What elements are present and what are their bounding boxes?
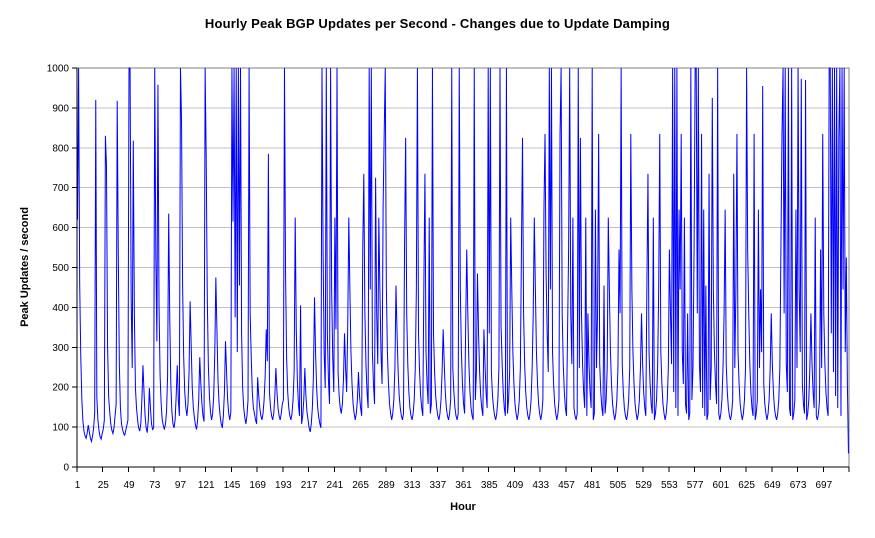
x-tick-label: 145 [224,480,241,491]
x-tick-label: 457 [558,480,575,491]
x-axis-title: Hour [450,501,476,513]
x-tick-label: 481 [584,480,601,491]
x-tick-label: 193 [275,480,292,491]
x-tick-label: 529 [635,480,652,491]
x-tick-label: 73 [149,480,161,491]
x-tick-label: 385 [481,480,498,491]
chart-title: Hourly Peak BGP Updates per Second - Cha… [204,16,671,31]
x-tick-label: 577 [687,480,704,491]
y-tick-label: 600 [52,223,69,234]
x-tick-label: 409 [507,480,524,491]
y-tick-label: 700 [52,183,69,194]
x-tick-label: 289 [378,480,395,491]
y-tick-label: 900 [52,103,69,114]
x-tick-label: 25 [98,480,110,491]
x-tick-label: 649 [764,480,781,491]
x-tick-label: 265 [352,480,369,491]
x-tick-label: 505 [610,480,627,491]
x-tick-label: 601 [713,480,730,491]
x-tick-label: 313 [404,480,421,491]
x-tick-label: 241 [327,480,344,491]
y-tick-label: 1000 [47,64,70,75]
x-tick-label: 697 [815,480,832,491]
x-tick-label: 433 [532,480,549,491]
y-tick-label: 300 [52,343,69,354]
y-tick-label: 400 [52,303,69,314]
x-tick-label: 361 [455,480,472,491]
y-tick-label: 500 [52,263,69,274]
x-tick-label: 49 [123,480,135,491]
x-tick-label: 121 [198,480,215,491]
y-tick-label: 100 [52,423,69,434]
x-tick-label: 625 [738,480,755,491]
x-tick-label: 1 [75,480,81,491]
x-tick-label: 673 [790,480,807,491]
y-tick-label: 0 [63,463,69,474]
y-tick-label: 800 [52,143,69,154]
x-tick-label: 553 [661,480,678,491]
x-tick-label: 217 [301,480,318,491]
x-tick-label: 97 [175,480,187,491]
x-tick-label: 337 [429,480,446,491]
data-series-line [77,67,849,454]
x-tick-label: 169 [249,480,266,491]
y-tick-label: 200 [52,383,69,394]
